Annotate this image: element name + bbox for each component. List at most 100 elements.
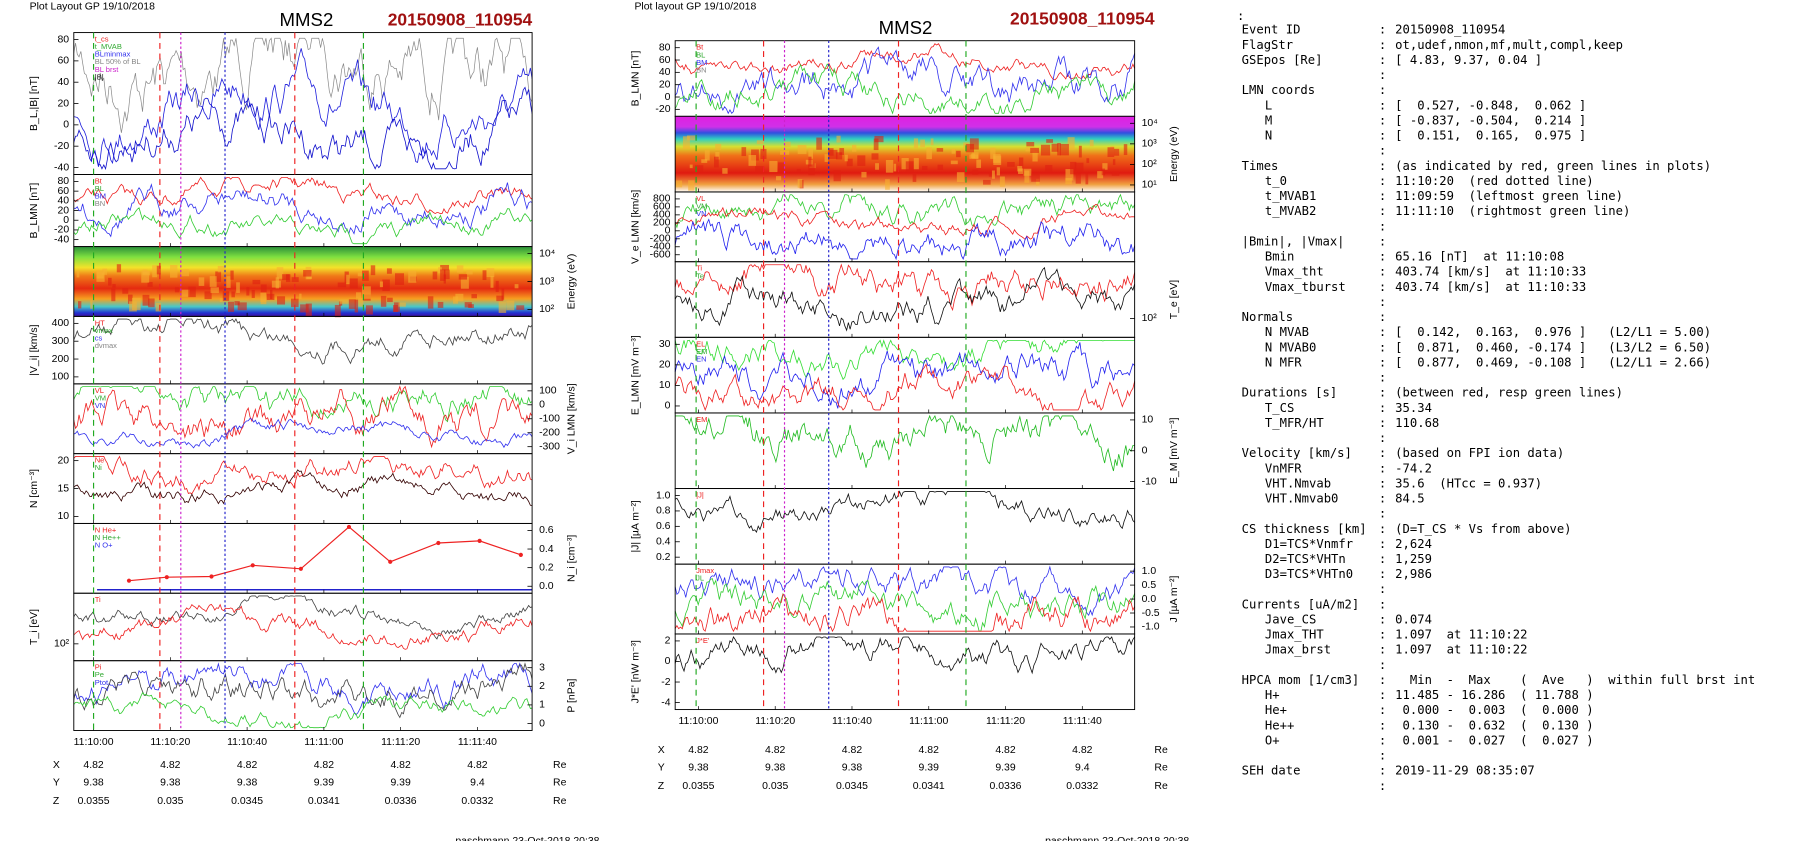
separator: : (1379, 371, 1386, 385)
spectrogram-texture (950, 160, 958, 165)
spectrogram-texture (291, 277, 299, 283)
spectrogram-texture (1030, 147, 1039, 153)
item-label: N MFR (1265, 355, 1302, 369)
y-tick-label: 400 (52, 318, 70, 329)
trace (674, 578, 1136, 632)
spectrogram-texture (358, 298, 364, 307)
y-axis-label: V_e LMN [km/s] (630, 190, 641, 264)
separator: : (1379, 310, 1386, 324)
legend-entry: BM (95, 192, 106, 201)
position-cell: 0.0336 (990, 781, 1022, 792)
position-cell: 4.82 (1072, 745, 1093, 756)
separator: : (1379, 673, 1386, 687)
spectrogram-texture (142, 294, 150, 306)
spectrogram-texture (453, 296, 459, 304)
spectrogram-texture (1045, 165, 1053, 172)
legend-entry: EN (696, 354, 706, 363)
spectrogram-texture (873, 138, 879, 151)
y-tick-label: 10² (54, 639, 70, 650)
panel-frame (674, 191, 1136, 263)
item-value: 0.130 - 0.632 ( 0.130 ) (1395, 718, 1593, 732)
trace (73, 176, 533, 215)
item-label: T_CS (1265, 401, 1294, 415)
spectrogram-texture (1046, 139, 1054, 143)
position-cell: 9.4 (470, 778, 485, 789)
spectrogram-texture (516, 305, 525, 310)
legend-entry: VL (95, 386, 104, 395)
spectrogram-texture (78, 301, 82, 309)
item-label: t_0 (1265, 174, 1287, 188)
separator: : (1379, 461, 1386, 475)
spectrogram-texture (701, 159, 708, 163)
item-label: N MVAB0 (1265, 340, 1316, 354)
spectrogram-texture (204, 291, 212, 300)
item-label: Jmax_brst (1265, 643, 1331, 657)
item-value: [ -0.837, -0.504, 0.214 ] (1395, 113, 1586, 127)
separator: : (1379, 83, 1386, 97)
legend-entry: Bt (696, 43, 704, 52)
spectrogram-texture (748, 155, 757, 166)
position-cell: 0.0332 (461, 796, 493, 807)
spectrogram-texture (266, 293, 275, 300)
position-cell: 0.0355 (78, 796, 110, 807)
spectrogram-texture (1017, 165, 1023, 172)
y-tick-label: 800 (653, 194, 671, 205)
separator: : (1379, 265, 1386, 279)
spectrogram-texture (969, 138, 979, 150)
spectrogram-texture (808, 156, 812, 167)
separator: : (1379, 129, 1386, 143)
spectrogram-texture (354, 299, 359, 313)
position-cell: 9.4 (1075, 762, 1090, 773)
spectrogram-texture (339, 299, 349, 304)
y-tick-label: 0.5 (1142, 580, 1157, 591)
y-tick-label: 20 (58, 455, 70, 466)
y-tick-label: -200 (539, 427, 560, 438)
position-cell: 4.82 (919, 745, 940, 756)
spectrogram-texture (972, 152, 979, 159)
panel-frame (674, 488, 1136, 565)
legend-entry: N O+ (95, 541, 113, 550)
spectrogram-texture (275, 277, 280, 289)
y-tick-label: 30 (659, 339, 671, 350)
section-heading: Velocity [km/s] (1242, 446, 1352, 460)
section-value: Min - Max ( Ave ) within full brst int (1395, 673, 1755, 687)
separator: : (1379, 733, 1386, 747)
y-tick-label: -600 (650, 250, 671, 261)
y-tick-label: 0.2 (656, 552, 671, 563)
spectrogram-texture (394, 302, 400, 312)
y-tick-label: 0 (539, 400, 545, 411)
item-value: 20150908_110954 (1395, 23, 1505, 37)
spectrogram-texture (901, 157, 909, 170)
spectrogram-texture (180, 269, 190, 277)
separator: : (1379, 325, 1386, 339)
spectrogram-texture (835, 152, 843, 160)
spectrogram-texture (152, 265, 158, 278)
trace (674, 46, 1136, 115)
separator: : (1379, 658, 1386, 672)
spectrogram-texture (905, 161, 914, 172)
item-label: O+ (1265, 733, 1280, 747)
spectrogram-texture (1024, 170, 1030, 183)
separator: : (1379, 386, 1386, 400)
item-value: 11:09:59 (leftmost green line) (1395, 189, 1623, 203)
separator: : (1379, 189, 1386, 203)
spectrogram-texture (349, 278, 358, 289)
x-tick-label: 11:11:20 (986, 716, 1025, 727)
spectrogram-texture (127, 294, 133, 304)
y-tick-label: 10² (539, 304, 555, 315)
spectrogram-texture (188, 286, 196, 298)
section-heading: Currents [uA/m2] (1242, 597, 1360, 611)
x-tick-label: 11:10:20 (150, 737, 190, 748)
spectrogram-texture (440, 269, 446, 281)
spectrogram-texture (90, 300, 93, 309)
y-tick-label: -100 (539, 414, 560, 425)
spectrogram-texture (686, 135, 696, 141)
spectrogram-texture (808, 148, 814, 159)
y-tick-label: 200 (52, 354, 70, 365)
spectrogram-texture (228, 301, 235, 312)
y-tick-label: 0.4 (656, 537, 671, 548)
position-cell: 9.39 (314, 778, 335, 789)
spectrogram-texture (456, 265, 464, 273)
trace (73, 207, 533, 245)
section-value: 2019-11-29 08:35:07 (1395, 764, 1535, 778)
